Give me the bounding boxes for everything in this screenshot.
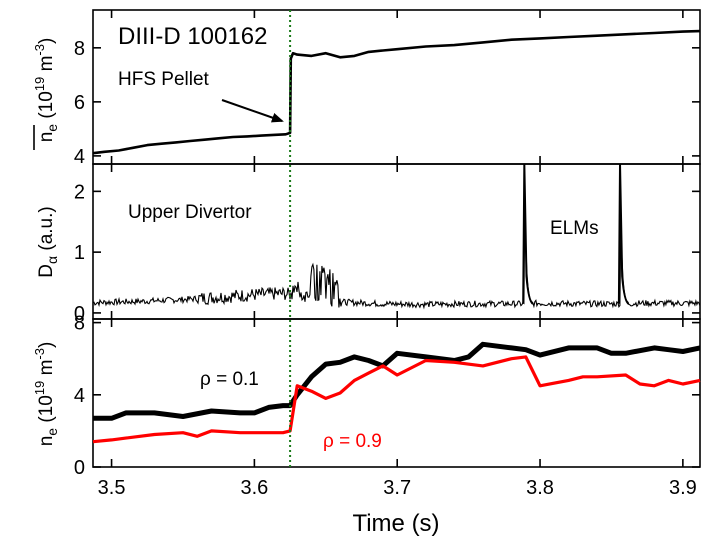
series-rho-0.9-line — [92, 355, 701, 444]
x-tick-label: 3.8 — [526, 477, 554, 499]
rho01-label: ρ = 0.1 — [200, 369, 259, 390]
plot-layer — [92, 10, 701, 467]
bottom-ylabel-exp2: -3 — [32, 348, 47, 360]
y-tick-label: 4 — [74, 385, 85, 407]
x-axis-title: Time (s) — [352, 510, 439, 537]
middle-ylabel-rest: (a.u.) — [36, 206, 57, 256]
top-ylabel-mid: m — [36, 56, 57, 77]
top-ylabel: ne (1019 m-3) — [32, 38, 60, 143]
top-ylabel-sub: e — [44, 124, 60, 132]
pellet-arrow — [221, 99, 284, 123]
bottom-ylabel-mid: m — [36, 360, 57, 381]
elms-label: ELMs — [550, 218, 599, 239]
y-tick-label: 1 — [74, 242, 85, 264]
top-ylabel-base: n — [36, 132, 57, 143]
pellet-label: HFS Pellet — [118, 69, 210, 90]
elm-spike — [522, 163, 534, 305]
bottom-ylabel-base: n — [36, 436, 57, 447]
y-tick-label: 0 — [74, 457, 85, 479]
middle-series-line — [92, 203, 701, 310]
x-tick-label: 3.7 — [383, 477, 411, 499]
bottom-ylabel-sub: e — [44, 428, 60, 436]
bottom-ylabel: ne (1019 m-3) — [32, 342, 60, 447]
y-tick-label: 4 — [74, 146, 85, 168]
middle-ylabel-base: D — [36, 264, 57, 278]
bottom-panel-frame — [92, 318, 701, 468]
y-tick-label: 2 — [74, 181, 85, 203]
middle-ylabel: Dα (a.u.) — [36, 206, 60, 277]
x-tick-label: 3.9 — [669, 477, 697, 499]
y-tick-label: 6 — [74, 92, 85, 114]
top-ylabel-unit: (10 — [36, 91, 57, 124]
middle-ylabel-sub: α — [44, 256, 60, 264]
shot-label: DIII-D 100162 — [118, 23, 267, 50]
elm-spike — [617, 163, 630, 305]
top-series-line — [92, 29, 701, 155]
top-ylabel-close: ) — [36, 38, 57, 44]
y-tick-label: 0 — [74, 303, 85, 325]
y-tick-label: 8 — [74, 38, 85, 60]
bottom-ylabel-unit: (10 — [36, 395, 57, 428]
x-tick-label: 3.5 — [98, 477, 126, 499]
y-tick-label: 8 — [74, 313, 85, 335]
divertor-label: Upper Divertor — [128, 202, 252, 223]
top-ylabel-exp: 19 — [32, 77, 47, 91]
middle-panel-frame — [92, 163, 701, 320]
top-ylabel-exp2: -3 — [32, 44, 47, 56]
bottom-ylabel-exp: 19 — [32, 381, 47, 395]
bottom-ylabel-close: ) — [36, 342, 57, 348]
series-rho-0.1-line — [93, 341, 701, 421]
x-tick-label: 3.6 — [240, 477, 268, 499]
rho09-label: ρ = 0.9 — [323, 431, 382, 452]
